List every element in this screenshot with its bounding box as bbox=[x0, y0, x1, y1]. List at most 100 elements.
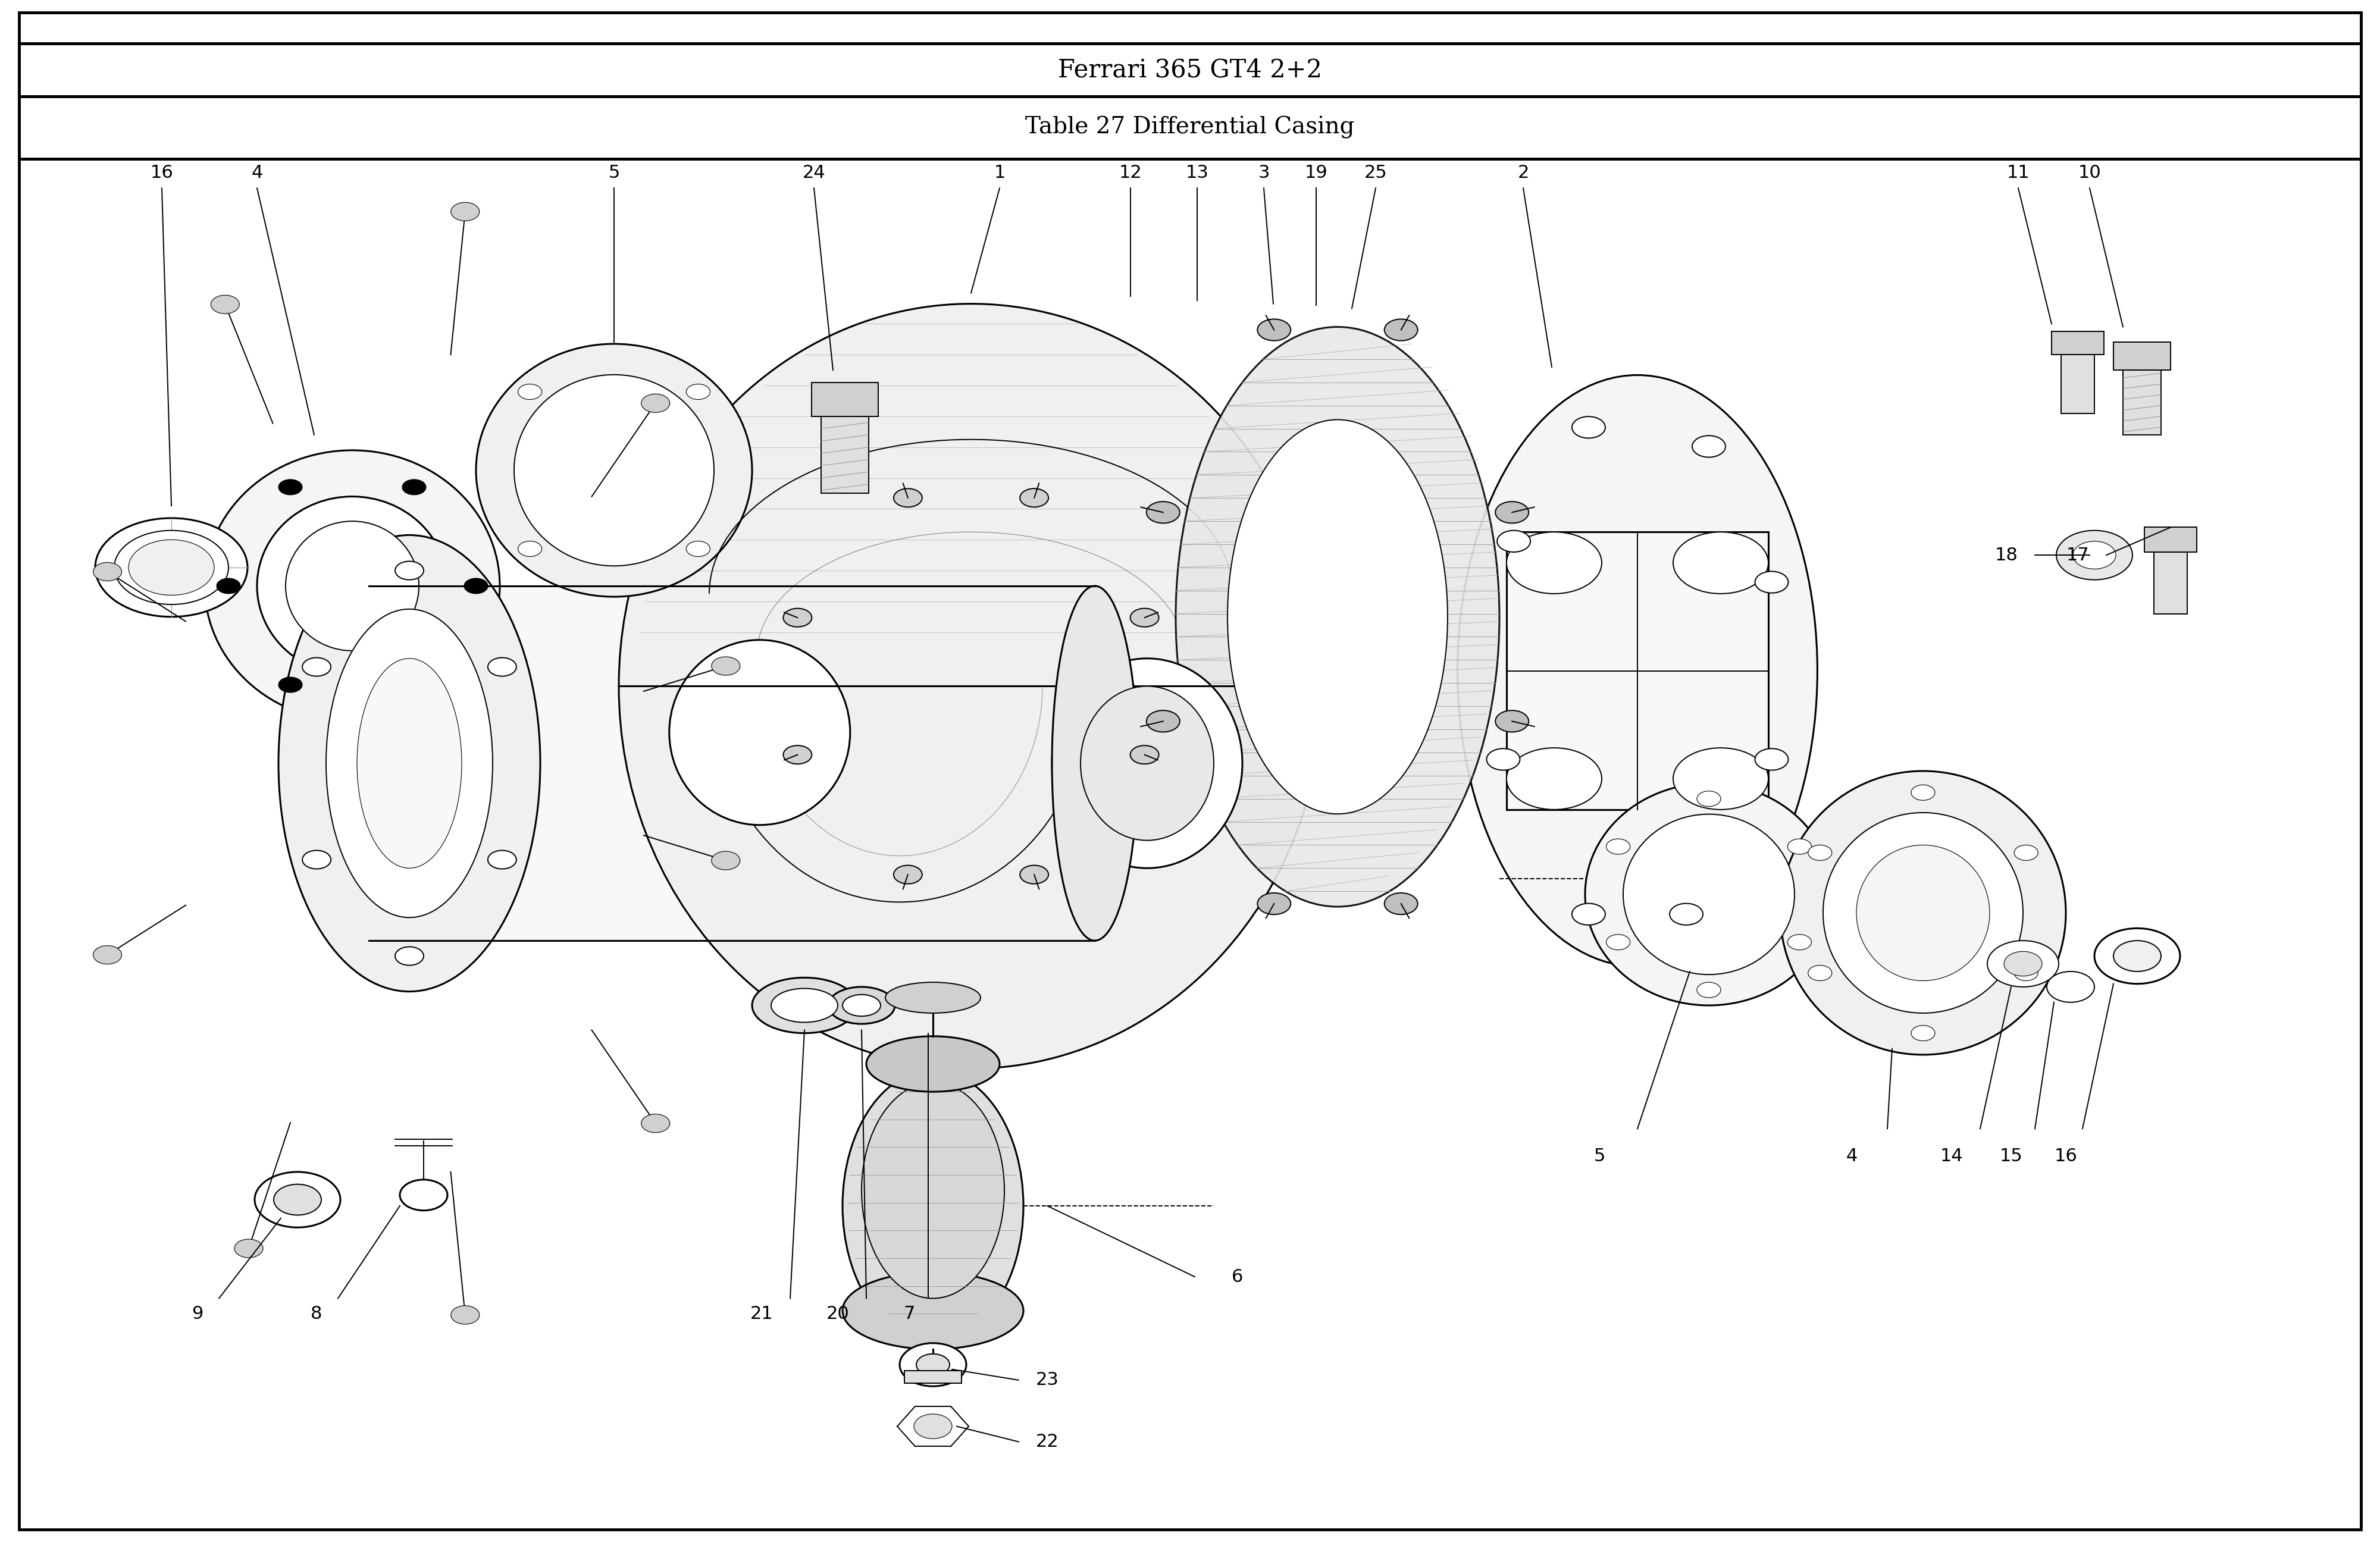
Circle shape bbox=[1697, 982, 1721, 998]
Text: Ferrari 365 GT4 2+2: Ferrari 365 GT4 2+2 bbox=[1057, 57, 1323, 82]
Bar bbox=[2052, 332, 2104, 355]
Circle shape bbox=[2113, 941, 2161, 971]
Circle shape bbox=[1488, 748, 1521, 769]
Text: 16: 16 bbox=[2054, 1147, 2078, 1166]
Circle shape bbox=[685, 541, 709, 557]
Circle shape bbox=[900, 1343, 966, 1386]
Ellipse shape bbox=[357, 658, 462, 868]
Circle shape bbox=[1987, 941, 2059, 987]
Text: 4: 4 bbox=[1847, 1147, 1856, 1166]
Text: 13: 13 bbox=[1185, 163, 1209, 182]
Circle shape bbox=[1606, 839, 1630, 854]
Circle shape bbox=[1147, 711, 1180, 732]
Circle shape bbox=[488, 658, 516, 675]
Bar bbox=[812, 382, 878, 416]
Circle shape bbox=[1787, 934, 1811, 950]
Circle shape bbox=[892, 489, 921, 507]
Circle shape bbox=[450, 1306, 478, 1325]
Text: 6: 6 bbox=[1233, 1268, 1242, 1286]
Text: 22: 22 bbox=[1035, 1433, 1059, 1451]
Circle shape bbox=[1021, 865, 1050, 884]
Bar bbox=[904, 1371, 962, 1383]
Circle shape bbox=[1130, 609, 1159, 628]
Circle shape bbox=[1692, 436, 1726, 458]
Bar bbox=[2113, 342, 2171, 370]
Circle shape bbox=[1507, 748, 1602, 810]
Circle shape bbox=[2073, 541, 2116, 569]
Circle shape bbox=[916, 1354, 950, 1375]
Circle shape bbox=[450, 202, 478, 221]
Circle shape bbox=[93, 945, 121, 964]
Ellipse shape bbox=[862, 1082, 1004, 1298]
Circle shape bbox=[2013, 845, 2037, 860]
Text: 20: 20 bbox=[826, 1305, 850, 1323]
Circle shape bbox=[1787, 839, 1811, 854]
Text: 14: 14 bbox=[1940, 1147, 1964, 1166]
Circle shape bbox=[400, 1180, 447, 1210]
Bar bbox=[19, 159, 2361, 1530]
Ellipse shape bbox=[476, 344, 752, 597]
Circle shape bbox=[395, 561, 424, 580]
Circle shape bbox=[2094, 928, 2180, 984]
Text: 17: 17 bbox=[2066, 546, 2090, 564]
Ellipse shape bbox=[843, 1272, 1023, 1349]
Bar bbox=[19, 43, 2361, 96]
Bar bbox=[2061, 355, 2094, 413]
Circle shape bbox=[1697, 791, 1721, 806]
Circle shape bbox=[1021, 489, 1050, 507]
Text: 7: 7 bbox=[904, 1305, 914, 1323]
Ellipse shape bbox=[843, 995, 881, 1016]
Text: 9: 9 bbox=[193, 1305, 202, 1323]
Text: 4: 4 bbox=[252, 163, 262, 182]
Text: 2: 2 bbox=[1518, 163, 1528, 182]
Text: 23: 23 bbox=[1035, 1371, 1059, 1389]
Ellipse shape bbox=[1823, 813, 2023, 1013]
Circle shape bbox=[519, 541, 543, 557]
Circle shape bbox=[2047, 971, 2094, 1002]
Text: 8: 8 bbox=[312, 1305, 321, 1323]
Ellipse shape bbox=[619, 304, 1323, 1069]
Circle shape bbox=[1809, 965, 1833, 981]
Circle shape bbox=[892, 865, 921, 884]
Ellipse shape bbox=[205, 450, 500, 722]
Circle shape bbox=[1257, 893, 1290, 914]
Circle shape bbox=[1754, 572, 1787, 594]
Text: 3: 3 bbox=[1259, 163, 1269, 182]
Ellipse shape bbox=[669, 640, 850, 825]
Text: Table 27 Differential Casing: Table 27 Differential Casing bbox=[1026, 116, 1354, 139]
Ellipse shape bbox=[1052, 658, 1242, 868]
Circle shape bbox=[1673, 748, 1768, 810]
Circle shape bbox=[2004, 951, 2042, 976]
Ellipse shape bbox=[828, 987, 895, 1024]
Circle shape bbox=[1257, 319, 1290, 341]
Text: 24: 24 bbox=[802, 163, 826, 182]
Circle shape bbox=[783, 745, 812, 763]
Ellipse shape bbox=[866, 1036, 1000, 1092]
Circle shape bbox=[278, 677, 302, 692]
Circle shape bbox=[93, 563, 121, 581]
Circle shape bbox=[233, 1240, 262, 1258]
Ellipse shape bbox=[1228, 419, 1447, 814]
Text: 25: 25 bbox=[1364, 163, 1388, 182]
Circle shape bbox=[1495, 711, 1528, 732]
Bar bbox=[19, 96, 2361, 159]
Circle shape bbox=[1911, 1025, 1935, 1041]
Circle shape bbox=[1571, 416, 1604, 438]
Bar bbox=[2144, 527, 2197, 552]
Circle shape bbox=[129, 540, 214, 595]
Bar bbox=[821, 416, 869, 493]
Text: 10: 10 bbox=[2078, 163, 2102, 182]
Circle shape bbox=[1497, 530, 1530, 552]
Ellipse shape bbox=[514, 375, 714, 566]
Circle shape bbox=[2056, 530, 2132, 580]
Bar bbox=[2154, 552, 2187, 614]
Bar bbox=[369, 586, 1095, 941]
Circle shape bbox=[1385, 319, 1418, 341]
Text: 19: 19 bbox=[1304, 163, 1328, 182]
Ellipse shape bbox=[326, 609, 493, 917]
Circle shape bbox=[712, 657, 740, 675]
Circle shape bbox=[1809, 845, 1833, 860]
Circle shape bbox=[783, 609, 812, 628]
Circle shape bbox=[2013, 965, 2037, 981]
Circle shape bbox=[95, 518, 248, 617]
